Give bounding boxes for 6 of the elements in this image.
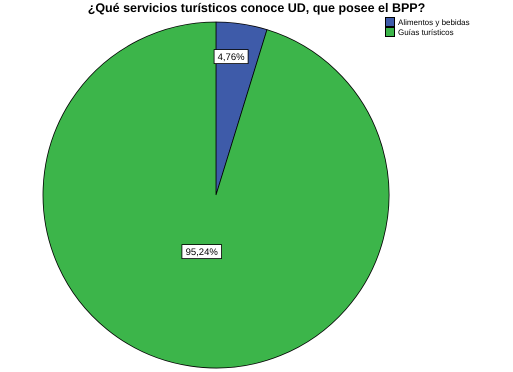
chart-title: ¿Qué servicios turísticos conoce UD, que posee el BPP? (86, 1, 426, 15)
data-label: 4,76% (218, 52, 246, 64)
legend-label: Alimentos y bebidas (398, 18, 470, 26)
legend-label: Guías turísticos (398, 28, 454, 36)
pie-slice (42, 22, 390, 368)
data-label: 95,24% (186, 247, 218, 258)
